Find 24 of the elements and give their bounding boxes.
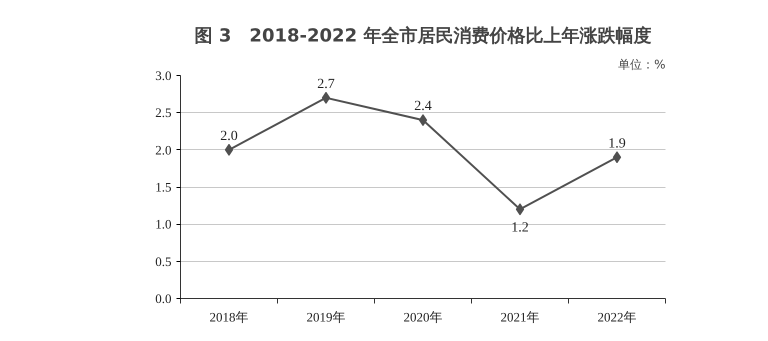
y-tick-label: 0.5 <box>155 254 172 269</box>
point <box>516 203 524 216</box>
data-label: 1.2 <box>511 220 529 236</box>
y-tick-label: 3.0 <box>155 68 172 83</box>
text: 单位：% <box>618 58 666 72</box>
chart-title: 图 3 2018-2022 年全市居民消费价格比上年涨跌幅度 <box>194 26 652 46</box>
y-tick-label: 2.5 <box>155 105 172 120</box>
x-tick-label: 2018年 <box>210 310 248 324</box>
y-tick-label: 1.0 <box>155 216 172 232</box>
point <box>322 92 330 104</box>
x-tick-label: 2019年 <box>306 310 346 324</box>
x-tick-label: 2022年 <box>598 310 636 324</box>
y-tick-label: 1.5 <box>155 180 172 194</box>
point <box>612 151 622 164</box>
data-label: 1.9 <box>608 136 626 152</box>
x-tick-label: 2020年 <box>404 310 442 324</box>
data-label: 2.4 <box>414 99 432 114</box>
y-tick-label: 2.0 <box>155 142 172 158</box>
data-label: 2.0 <box>220 128 238 144</box>
x-tick-label: 2021年 <box>500 310 540 324</box>
data-label: 2.7 <box>317 76 335 92</box>
y-tick-label: 0.0 <box>155 291 172 306</box>
point <box>418 114 428 126</box>
point <box>224 144 234 156</box>
